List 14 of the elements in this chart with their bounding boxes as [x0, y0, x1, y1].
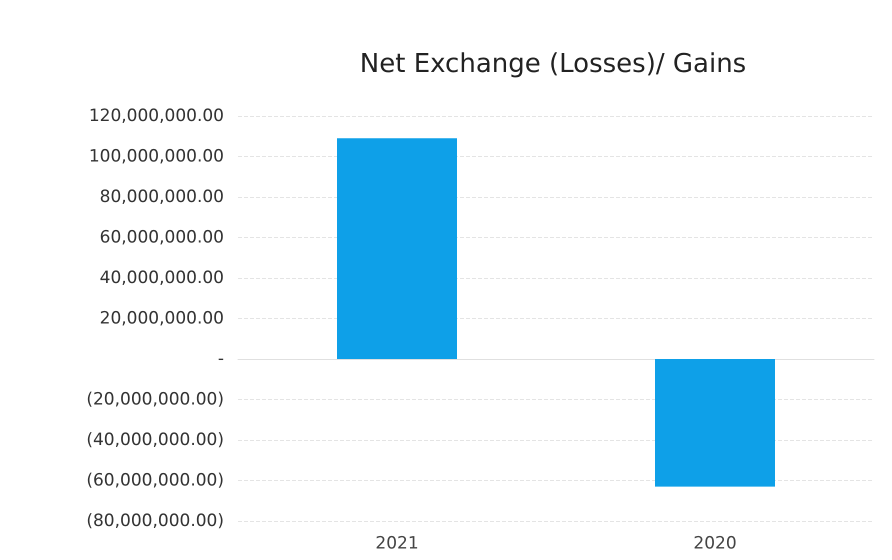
y-tick-label: 20,000,000.00	[100, 308, 224, 328]
y-tick-label: 100,000,000.00	[88, 146, 224, 166]
x-tick-label: 2020	[693, 534, 737, 554]
x-tick-label: 2021	[375, 534, 419, 554]
y-tick-label: (80,000,000.00)	[86, 511, 224, 531]
y-tick-label: 60,000,000.00	[100, 228, 224, 248]
y-tick-label: (20,000,000.00)	[86, 390, 224, 410]
y-tick-label: (40,000,000.00)	[86, 430, 224, 450]
chart-title: Net Exchange (Losses)/ Gains	[360, 49, 746, 79]
y-tick-label: (60,000,000.00)	[86, 470, 224, 490]
y-tick-label: 80,000,000.00	[100, 187, 224, 207]
y-tick-label: -	[218, 349, 224, 369]
y-tick-label: 120,000,000.00	[88, 106, 224, 126]
y-tick-label: 40,000,000.00	[100, 268, 224, 288]
